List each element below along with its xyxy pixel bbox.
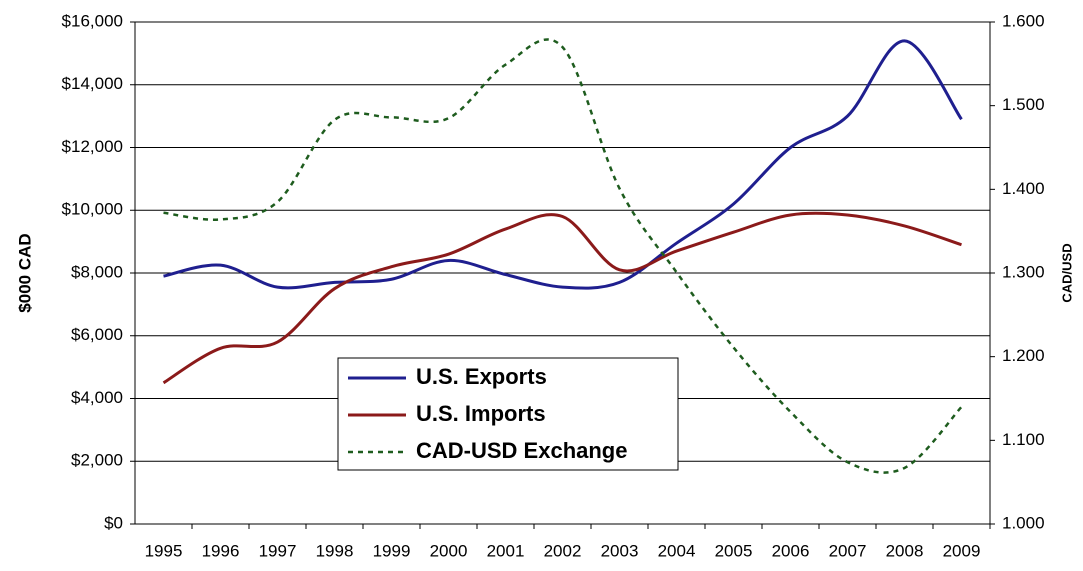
y2-tick-label: 1.300 bbox=[1002, 262, 1045, 281]
y-tick-label: $4,000 bbox=[71, 388, 123, 407]
legend-label: U.S. Imports bbox=[416, 401, 546, 426]
y-tick-label: $12,000 bbox=[62, 137, 123, 156]
series-line bbox=[162, 211, 962, 385]
x-tick-label: 1998 bbox=[316, 541, 354, 560]
y-tick-label: $6,000 bbox=[71, 325, 123, 344]
x-tick-label: 2000 bbox=[430, 541, 468, 560]
x-tick-label: 1996 bbox=[202, 541, 240, 560]
y2-axis-label: CAD/USD bbox=[1059, 243, 1074, 302]
y2-tick-label: 1.200 bbox=[1002, 346, 1045, 365]
x-tick-label: 2008 bbox=[886, 541, 924, 560]
x-tick-label: 2009 bbox=[943, 541, 981, 560]
x-tick-label: 2004 bbox=[658, 541, 696, 560]
y2-tick-label: 1.500 bbox=[1002, 95, 1045, 114]
x-tick-label: 2002 bbox=[544, 541, 582, 560]
series-line bbox=[163, 38, 963, 474]
y-tick-label: $2,000 bbox=[71, 451, 123, 470]
series-line bbox=[163, 39, 963, 290]
x-tick-label: 1997 bbox=[259, 541, 297, 560]
y2-tick-label: 1.100 bbox=[1002, 430, 1045, 449]
y-tick-label: $16,000 bbox=[62, 11, 123, 30]
x-tick-label: 1999 bbox=[373, 541, 411, 560]
y-tick-label: $10,000 bbox=[62, 200, 123, 219]
legend-label: U.S. Exports bbox=[416, 364, 547, 389]
y-tick-label: $8,000 bbox=[71, 262, 123, 281]
legend-label: CAD-USD Exchange bbox=[416, 438, 627, 463]
y-tick-label: $14,000 bbox=[62, 74, 123, 93]
x-tick-label: 2001 bbox=[487, 541, 525, 560]
x-tick-label: 1995 bbox=[145, 541, 183, 560]
x-tick-label: 2006 bbox=[772, 541, 810, 560]
x-tick-label: 2003 bbox=[601, 541, 639, 560]
y2-tick-label: 1.600 bbox=[1002, 11, 1045, 30]
y2-tick-label: 1.400 bbox=[1002, 179, 1045, 198]
y2-tick-label: 1.000 bbox=[1002, 513, 1045, 532]
y-tick-label: $0 bbox=[104, 513, 123, 532]
x-tick-label: 2007 bbox=[829, 541, 867, 560]
y-axis-label: $000 CAD bbox=[15, 233, 34, 312]
x-tick-label: 2005 bbox=[715, 541, 753, 560]
